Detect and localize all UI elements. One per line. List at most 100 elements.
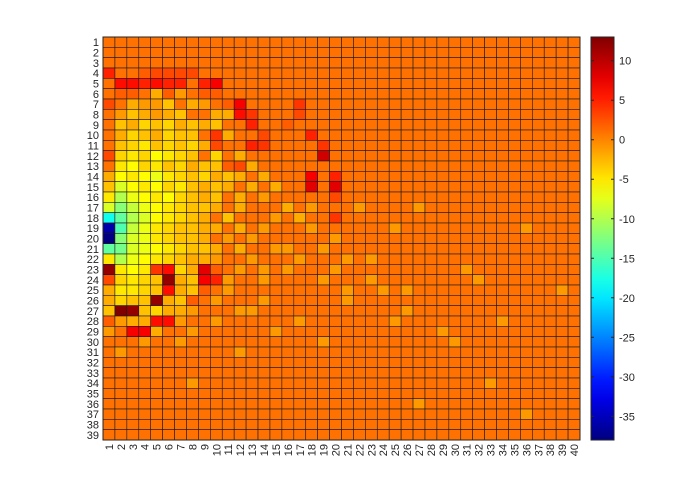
x-tick-label: 33 [486, 444, 498, 456]
heatmap-cell [388, 78, 402, 89]
heatmap-cell [162, 160, 175, 172]
heatmap-cell [460, 212, 473, 224]
heatmap-cell [484, 419, 497, 430]
heatmap-cell [388, 274, 402, 286]
heatmap-cell [412, 367, 426, 379]
heatmap-cell [221, 78, 235, 89]
heatmap-cell [484, 191, 497, 203]
heatmap-cell [412, 171, 426, 182]
heatmap-cell [317, 367, 330, 379]
heatmap-cell [150, 264, 163, 275]
heatmap-cell [388, 222, 402, 234]
heatmap-cell [424, 202, 438, 213]
heatmap-cell [138, 78, 152, 89]
heatmap-cell [412, 357, 426, 368]
heatmap-cell [198, 36, 211, 48]
heatmap-cell [567, 160, 581, 172]
heatmap-cell [210, 181, 223, 193]
heatmap-cell [353, 284, 366, 296]
heatmap-cell [329, 284, 342, 296]
heatmap-cell [126, 88, 140, 100]
heatmap-cell [531, 429, 545, 441]
heatmap-cell [353, 140, 366, 151]
heatmap-cell [376, 274, 390, 286]
heatmap-cell [138, 119, 152, 131]
heatmap-cell [281, 140, 295, 151]
heatmap-cell [484, 336, 497, 348]
heatmap-cell [496, 233, 509, 244]
heatmap-cell [388, 160, 402, 172]
heatmap-cell [472, 284, 485, 296]
heatmap-cell [460, 295, 473, 306]
heatmap-cell [567, 129, 581, 141]
heatmap-cell [293, 357, 307, 368]
heatmap-cell [210, 274, 223, 286]
heatmap-cell [293, 253, 307, 265]
heatmap-cell [341, 429, 354, 441]
heatmap-cell [376, 181, 390, 193]
heatmap-cell [484, 377, 497, 389]
heatmap-cell [329, 150, 342, 162]
heatmap-cell [424, 357, 438, 368]
heatmap-cell [472, 388, 485, 399]
heatmap-cell [460, 222, 473, 234]
heatmap-cell [198, 191, 211, 203]
heatmap-cell [317, 357, 330, 368]
heatmap-cell [412, 119, 426, 131]
heatmap-cell [233, 336, 247, 348]
heatmap-cell [496, 98, 509, 110]
heatmap-cell [102, 202, 116, 213]
heatmap-cell [448, 78, 462, 89]
heatmap-cell [221, 398, 235, 410]
colorbar-tick-label: -15 [619, 253, 635, 265]
heatmap-cell [543, 191, 557, 203]
x-tick-label: 18 [307, 444, 319, 456]
x-tick-label: 20 [331, 444, 343, 456]
heatmap-cell [496, 191, 509, 203]
heatmap-cell [424, 171, 438, 182]
heatmap-cell [150, 57, 163, 69]
heatmap-cell [293, 212, 307, 224]
heatmap-cell [198, 202, 211, 213]
heatmap-cell [233, 315, 247, 327]
heatmap-cell [567, 398, 581, 410]
heatmap-cell [424, 140, 438, 151]
heatmap-cell [126, 160, 140, 172]
heatmap-cell [496, 346, 509, 358]
heatmap-cell [305, 284, 318, 296]
heatmap-cell [269, 98, 283, 110]
heatmap-cell [138, 377, 152, 389]
heatmap-cell [484, 47, 497, 58]
heatmap-cell [126, 429, 140, 441]
heatmap-cell [257, 326, 271, 337]
heatmap-cell [412, 377, 426, 389]
heatmap-cell [520, 336, 533, 348]
heatmap-cell [508, 408, 521, 420]
heatmap-cell [376, 222, 390, 234]
heatmap-cell [257, 57, 271, 69]
heatmap-cell [305, 305, 318, 317]
y-tick-label: 16 [87, 192, 99, 204]
heatmap-cell [460, 284, 473, 296]
heatmap-cell [269, 119, 283, 131]
heatmap-cell [221, 336, 235, 348]
heatmap-cell [317, 388, 330, 399]
heatmap-cell [198, 408, 211, 420]
heatmap-cell [341, 88, 354, 100]
heatmap-cell [114, 212, 128, 224]
heatmap-cell [257, 377, 271, 389]
heatmap-cell [269, 171, 283, 182]
heatmap-cell [138, 202, 152, 213]
heatmap-cell [353, 274, 366, 286]
x-tick-label: 22 [354, 444, 366, 456]
heatmap-cell [472, 274, 485, 286]
heatmap-cell [210, 67, 223, 79]
heatmap-cell [424, 88, 438, 100]
heatmap-cell [317, 57, 330, 69]
heatmap-cell [508, 419, 521, 430]
heatmap-cell [365, 171, 378, 182]
heatmap-cell [436, 171, 450, 182]
heatmap-cell [293, 222, 307, 234]
heatmap-cell [376, 398, 390, 410]
heatmap-cell [329, 295, 342, 306]
